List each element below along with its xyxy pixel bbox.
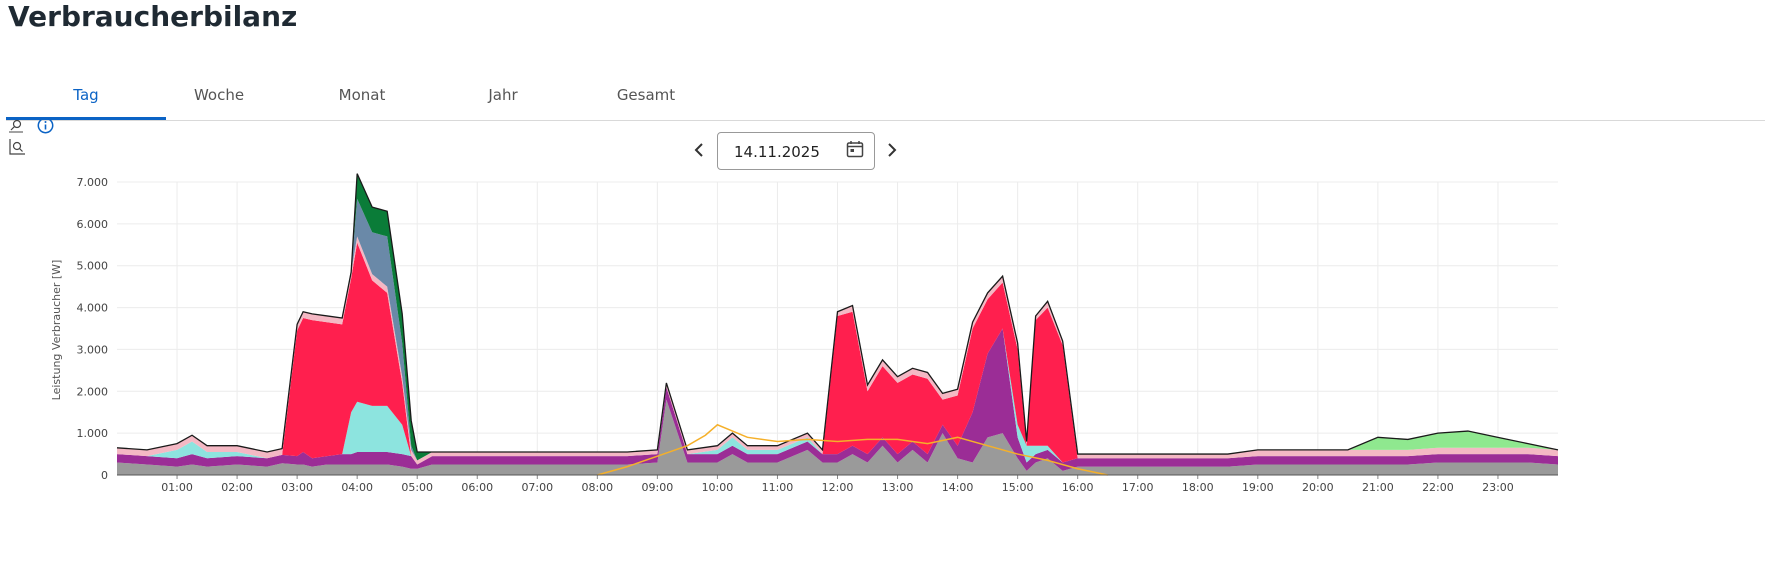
x-tick-label: 05:00 (401, 481, 433, 494)
y-tick-label: 1.000 (77, 427, 109, 440)
tab-monat[interactable]: Monat (338, 86, 386, 104)
x-tick-label: 08:00 (581, 481, 613, 494)
zoom-area-icon[interactable] (8, 138, 26, 160)
overlay-lines (597, 423, 1108, 476)
y-axis: 0 1.000 2.000 3.000 4.000 5.000 6.000 7.000 (77, 176, 109, 482)
x-tick-label: 03:00 (281, 481, 313, 494)
next-day-button[interactable] (887, 142, 897, 163)
x-tick-label: 17:00 (1122, 481, 1154, 494)
x-tick-label: 15:00 (1002, 481, 1034, 494)
x-tick-label: 04:00 (341, 481, 373, 494)
x-tick-label: 11:00 (762, 481, 794, 494)
calendar-icon[interactable] (846, 140, 864, 162)
x-tick-label: 14:00 (942, 481, 974, 494)
y-tick-label: 4.000 (77, 302, 109, 315)
tab-gesamt[interactable]: Gesamt (616, 86, 676, 104)
y-axis-label: Leistung Verbraucher [W] (50, 260, 63, 401)
tab-tag[interactable]: Tag (73, 86, 99, 104)
area-series-purple (117, 328, 1558, 471)
x-tick-label: 22:00 (1422, 481, 1454, 494)
area-series-grey (117, 399, 1558, 475)
x-tick-label: 21:00 (1362, 481, 1394, 494)
stacked-areas (116, 173, 1559, 475)
y-tick-label: 7.000 (77, 176, 109, 189)
info-icon[interactable] (37, 117, 54, 138)
x-tick-label: 02:00 (221, 481, 253, 494)
area-series-red (117, 242, 1558, 465)
x-tick-label: 01:00 (161, 481, 193, 494)
x-tick-label: 20:00 (1302, 481, 1334, 494)
x-tick-label: 16:00 (1062, 481, 1094, 494)
x-tick-label: 07:00 (521, 481, 553, 494)
tab-jahr[interactable]: Jahr (488, 86, 518, 104)
zoom-icon[interactable] (8, 118, 24, 138)
y-tick-label: 5.000 (77, 260, 109, 273)
y-tick-label: 3.000 (77, 343, 109, 356)
y-tick-label: 0 (101, 469, 108, 482)
y-tick-label: 2.000 (77, 385, 109, 398)
active-tab-indicator (6, 117, 166, 120)
x-axis: 01:00 02:00 03:00 04:00 05:00 06:00 07:00 08:00… (117, 474, 1558, 494)
x-tick-label: 12:00 (822, 481, 854, 494)
x-tick-label: 06:00 (461, 481, 493, 494)
tab-woche[interactable]: Woche (193, 86, 245, 104)
date-picker[interactable] (717, 132, 875, 170)
y-tick-label: 6.000 (77, 218, 109, 231)
x-tick-label: 19:00 (1242, 481, 1274, 494)
page-title: Verbraucherbilanz (8, 0, 298, 33)
x-tick-label: 09:00 (642, 481, 674, 494)
period-tabs: Tag Woche Monat Jahr Gesamt (6, 74, 1765, 121)
x-tick-label: 13:00 (882, 481, 914, 494)
x-tick-label: 23:00 (1482, 481, 1514, 494)
x-tick-label: 18:00 (1182, 481, 1214, 494)
previous-day-button[interactable] (694, 142, 704, 163)
x-tick-label: 10:00 (702, 481, 734, 494)
date-input[interactable] (732, 142, 836, 162)
overlay-line-orange (597, 423, 1108, 476)
total-outline (116, 173, 1559, 455)
